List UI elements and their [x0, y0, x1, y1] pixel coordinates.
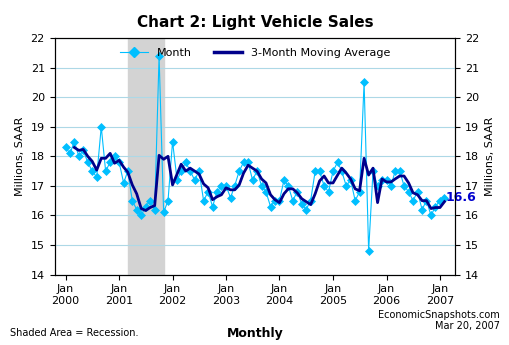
Title: Chart 2: Light Vehicle Sales: Chart 2: Light Vehicle Sales [136, 15, 373, 30]
Month [249, 178, 255, 182]
Line: Month: Month [63, 53, 446, 254]
Text: Shaded Area = Recession.: Shaded Area = Recession. [10, 328, 138, 338]
Month [356, 190, 362, 194]
Month [156, 54, 162, 58]
Y-axis label: Millions, SAAR: Millions, SAAR [15, 117, 25, 196]
3-Month Moving Average [76, 148, 82, 152]
3-Month Moving Average [374, 200, 380, 205]
Month [80, 148, 86, 152]
3-Month Moving Average [441, 199, 447, 204]
Bar [127, 38, 163, 275]
Legend: Month, 3-Month Moving Average: Month, 3-Month Moving Average [116, 44, 393, 62]
Text: 16.6: 16.6 [444, 191, 475, 204]
Month [71, 139, 77, 144]
Month [102, 169, 108, 173]
Month [365, 249, 371, 253]
Line: 3-Month Moving Average: 3-Month Moving Average [74, 147, 444, 210]
Y-axis label: Millions, SAAR: Millions, SAAR [484, 117, 494, 196]
3-Month Moving Average [143, 208, 149, 213]
Month [391, 169, 398, 173]
Text: Monthly: Monthly [226, 327, 283, 340]
3-Month Moving Average [258, 177, 264, 181]
Text: EconomicSnapshots.com
Mar 20, 2007: EconomicSnapshots.com Mar 20, 2007 [377, 309, 499, 331]
Month [62, 145, 68, 149]
3-Month Moving Average [71, 145, 77, 149]
Month [441, 196, 447, 200]
3-Month Moving Average [240, 171, 246, 175]
3-Month Moving Average [94, 168, 100, 172]
3-Month Moving Average [356, 189, 362, 193]
